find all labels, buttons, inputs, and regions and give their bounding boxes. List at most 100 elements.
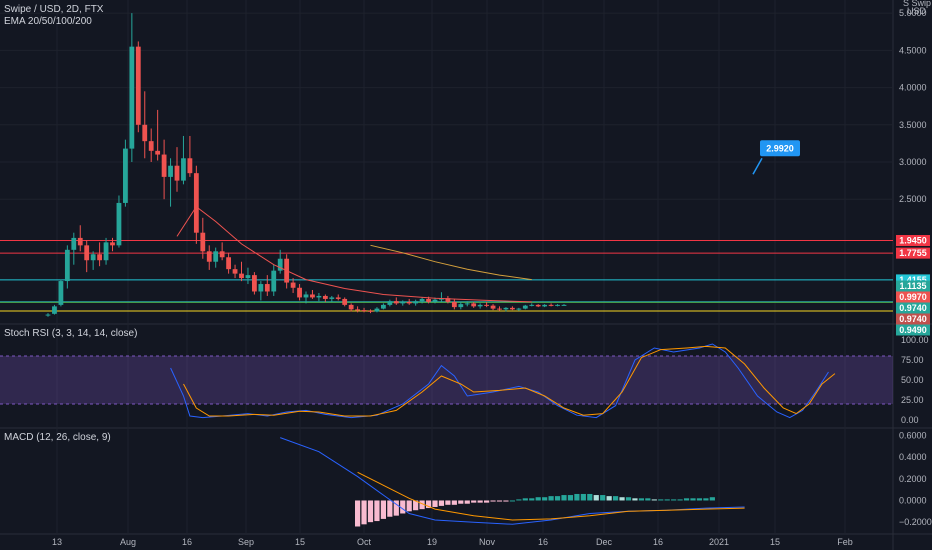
macd-histogram-bar bbox=[619, 497, 625, 501]
ema-line bbox=[176, 205, 532, 303]
price-tick-label: 5.0000 bbox=[899, 8, 927, 18]
macd-histogram-bar bbox=[587, 493, 593, 501]
stoch-rsi-legend: Stoch RSI (3, 3, 14, 14, close) bbox=[4, 328, 137, 339]
macd-tick-label: 0.4000 bbox=[899, 452, 927, 462]
scale-tag-label: 0.9740 bbox=[899, 303, 927, 313]
scale-unit-top: S Swip bbox=[903, 0, 931, 8]
macd-histogram-bar bbox=[529, 498, 535, 501]
scale-tag bbox=[896, 235, 930, 247]
scale-tag-label: 1.4155 bbox=[899, 275, 927, 285]
scale-tag-label: 0.9970 bbox=[899, 292, 927, 302]
candle-body bbox=[555, 304, 560, 306]
candle-body bbox=[252, 275, 257, 292]
candle-body bbox=[232, 269, 238, 274]
price-tick-label: 3.5000 bbox=[899, 120, 927, 130]
callout-label: 2.9920 bbox=[766, 143, 794, 153]
macd-histogram-bar bbox=[690, 498, 696, 501]
macd-histogram-bar bbox=[542, 497, 548, 501]
macd-histogram-bar bbox=[438, 500, 445, 506]
macd-histogram-bar bbox=[509, 500, 515, 502]
callout-box[interactable] bbox=[760, 140, 800, 157]
macd-tick-label: 0.2000 bbox=[899, 474, 927, 484]
scale-tag bbox=[896, 324, 930, 336]
candle-body bbox=[406, 301, 412, 304]
candle-body bbox=[71, 237, 77, 250]
candle-body bbox=[200, 232, 206, 252]
macd-histogram-bar bbox=[593, 495, 599, 501]
candle-body bbox=[342, 298, 348, 305]
macd-pane bbox=[280, 437, 745, 527]
candle-body bbox=[290, 282, 296, 288]
x-tick-label: 15 bbox=[295, 537, 305, 547]
macd-histogram-bar bbox=[367, 500, 374, 523]
macd-histogram-bar bbox=[393, 500, 399, 516]
price-scale-tags: 2.99201.94501.77551.41551.12001.11350.99… bbox=[752, 140, 930, 336]
macd-histogram-bar bbox=[658, 499, 664, 501]
macd-histogram-bar bbox=[380, 500, 386, 519]
candle-body bbox=[374, 308, 380, 312]
candle-body bbox=[368, 310, 373, 312]
candle-body bbox=[193, 173, 199, 233]
candle-body bbox=[542, 304, 548, 307]
price-tick-label: 3.0000 bbox=[899, 157, 927, 167]
candle-body bbox=[471, 303, 477, 307]
macd-histogram-bar bbox=[432, 500, 438, 507]
macd-histogram-bar bbox=[606, 496, 612, 501]
candle-body bbox=[239, 273, 244, 279]
macd-histogram-bar bbox=[574, 493, 580, 501]
macd-histogram-bar bbox=[709, 497, 715, 501]
scale-tag bbox=[896, 274, 930, 286]
macd-histogram-bar bbox=[613, 496, 619, 501]
candle-body bbox=[393, 301, 399, 304]
scale-tag bbox=[896, 247, 930, 259]
macd-histogram-bar bbox=[458, 500, 464, 504]
macd-histogram-bar bbox=[600, 495, 606, 501]
candle-body bbox=[84, 245, 90, 261]
macd-histogram-bar bbox=[522, 498, 528, 501]
macd-histogram-bar bbox=[451, 500, 457, 505]
candle-body bbox=[226, 257, 231, 270]
x-tick-label: Feb bbox=[837, 537, 853, 547]
stoch-line bbox=[170, 343, 829, 419]
candle-body bbox=[451, 301, 457, 308]
macd-histogram-bar bbox=[400, 500, 406, 514]
macd-histogram-bar bbox=[632, 498, 638, 501]
candle-body bbox=[464, 303, 470, 305]
stoch-tick-label: 100.00 bbox=[901, 335, 929, 345]
stoch-tick-label: 25.00 bbox=[901, 395, 924, 405]
stoch-tick-label: 0.00 bbox=[901, 415, 919, 425]
macd-histogram-bar bbox=[703, 498, 709, 501]
macd-histogram-bar bbox=[496, 500, 503, 502]
x-tick-label: 16 bbox=[182, 537, 192, 547]
macd-histogram-bar bbox=[387, 500, 393, 517]
candle-body bbox=[64, 249, 70, 282]
macd-histogram-bar bbox=[683, 498, 690, 501]
macd-histogram-bar bbox=[554, 496, 561, 501]
scale-tag bbox=[896, 280, 930, 292]
macd-tick-label: −0.2000 bbox=[899, 517, 932, 527]
price-tick-label: 4.5000 bbox=[899, 45, 927, 55]
candle-body bbox=[329, 297, 335, 299]
macd-histogram-bar bbox=[355, 500, 361, 527]
macd-histogram-bar bbox=[671, 499, 677, 501]
candle-body bbox=[477, 304, 483, 307]
candle-body bbox=[381, 304, 386, 309]
x-tick-label: 2021 bbox=[709, 537, 729, 547]
x-tick-label: Oct bbox=[357, 537, 372, 547]
candle-body bbox=[516, 308, 522, 310]
x-tick-label: Dec bbox=[596, 537, 613, 547]
macd-histogram-bar bbox=[638, 498, 644, 501]
candle-body bbox=[187, 158, 193, 174]
scale-tag bbox=[896, 313, 930, 325]
candle-body bbox=[490, 305, 496, 309]
x-tick-label: 15 bbox=[770, 537, 780, 547]
scale-tag-label: 1.9450 bbox=[899, 236, 927, 246]
candle-body bbox=[271, 270, 277, 292]
candle-body bbox=[45, 314, 51, 316]
x-tick-label: 16 bbox=[538, 537, 548, 547]
macd-histogram-bar bbox=[580, 493, 586, 501]
candle-body bbox=[348, 304, 354, 310]
macd-histogram-bar bbox=[425, 500, 432, 509]
